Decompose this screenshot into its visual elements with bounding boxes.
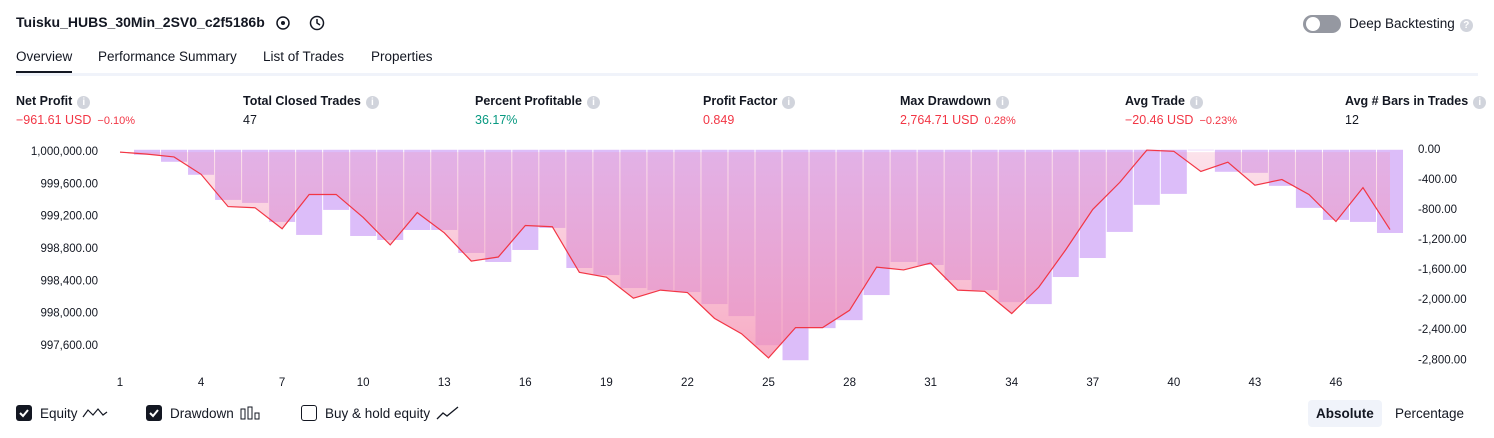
y-tick-label: 998,000.00 xyxy=(40,308,98,320)
option-label: Drawdown xyxy=(170,406,234,421)
tab[interactable]: Performance Summary xyxy=(98,49,237,64)
metric-label: Total Closed Trades xyxy=(243,94,361,108)
drawdown-bar xyxy=(1187,149,1214,151)
option-label: Buy & hold equity xyxy=(325,406,431,421)
x-tick-label: 46 xyxy=(1330,377,1343,389)
metric-label: Percent Profitable xyxy=(475,94,582,108)
value: −961.61 USD xyxy=(16,113,92,127)
x-tick-label: 43 xyxy=(1248,377,1261,389)
equity-line xyxy=(119,149,1391,359)
info-icon[interactable]: i xyxy=(996,96,1009,109)
x-tick-label: 22 xyxy=(681,377,694,389)
metric-label: Max Drawdown xyxy=(900,94,991,108)
x-tick-label: 40 xyxy=(1167,377,1180,389)
y-tick-label: 998,800.00 xyxy=(40,243,98,255)
strategy-title: Tuisku_HUBS_30Min_2SV0_c2f5186b xyxy=(16,14,265,30)
checkbox[interactable] xyxy=(16,405,32,421)
buy-hold-option[interactable]: Buy & hold equity xyxy=(301,405,460,421)
checkbox[interactable] xyxy=(301,405,317,421)
metric-label: Profit Factor xyxy=(703,94,778,108)
toggle-label: Deep Backtesting? xyxy=(1349,16,1473,32)
metric: Avg # Bars in Trades i xyxy=(1345,94,1487,109)
y-tick-label: 997,600.00 xyxy=(40,340,98,352)
y-tick-label: 1,000,000.00 xyxy=(31,146,98,158)
metric: Avg Trade i xyxy=(1125,94,1203,109)
y2-tick-label: -2,400.00 xyxy=(1418,324,1467,336)
metric-value: 47 xyxy=(243,113,257,127)
scale-button[interactable]: Absolute xyxy=(1308,400,1382,427)
y2-tick-label: -1,200.00 xyxy=(1418,234,1467,246)
option-label: Equity xyxy=(40,406,78,421)
info-icon[interactable]: ? xyxy=(1459,19,1473,32)
y2-tick-label: -1,600.00 xyxy=(1418,264,1467,276)
x-tick-label: 16 xyxy=(519,377,532,389)
metric-value: 36.17% xyxy=(475,113,518,127)
metric-value: 12 xyxy=(1345,113,1359,127)
value: −20.46 USD xyxy=(1125,113,1194,127)
x-tick-label: 13 xyxy=(438,377,451,389)
metric-label: Avg # Bars in Trades xyxy=(1345,94,1469,108)
y2-tick-label: -400.00 xyxy=(1418,174,1457,186)
equity-option[interactable]: Equity xyxy=(16,405,108,421)
metric-value: 0.849 xyxy=(703,113,735,127)
change: −0.23% xyxy=(1199,115,1238,127)
title-icons xyxy=(276,15,325,31)
tab[interactable]: Overview xyxy=(16,49,73,73)
metric-value: 2,764.71 USD 0.28% xyxy=(900,113,1016,127)
chart: 1,000,000.00 999,600.00 999,200.00 998,800.… xyxy=(31,144,1467,389)
separator xyxy=(16,73,1478,76)
drawdown-option[interactable]: Drawdown xyxy=(146,405,262,421)
value: 2,764.71 USD xyxy=(900,113,979,127)
x-tick-label: 37 xyxy=(1086,377,1099,389)
y2-tick-label: -2,800.00 xyxy=(1418,354,1467,366)
x-tick-label: 1 xyxy=(117,377,123,389)
checkbox[interactable] xyxy=(146,405,162,421)
y-tick-label: 999,200.00 xyxy=(40,211,98,223)
y2-tick-label: -2,000.00 xyxy=(1418,294,1467,306)
toggle-text: Deep Backtesting xyxy=(1349,16,1455,31)
x-tick-label: 7 xyxy=(279,377,285,389)
metric: Net Profit i xyxy=(16,94,91,109)
info-icon[interactable]: i xyxy=(77,96,91,109)
y2-tick-label: -800.00 xyxy=(1418,204,1457,216)
tab[interactable]: List of Trades xyxy=(263,49,345,64)
x-tick-label: 4 xyxy=(198,377,205,389)
info-icon[interactable]: i xyxy=(365,96,379,109)
x-tick-label: 34 xyxy=(1005,377,1018,389)
x-tick-label: 10 xyxy=(357,377,370,389)
info-icon[interactable]: i xyxy=(782,96,796,109)
metric-value: −961.61 USD −0.10% xyxy=(16,113,135,127)
metric: Percent Profitable i xyxy=(475,94,600,109)
metric: Max Drawdown i xyxy=(900,94,1009,109)
x-tick-label: 19 xyxy=(600,377,613,389)
metric: Total Closed Trades i xyxy=(243,94,379,109)
info-icon[interactable]: i xyxy=(1189,96,1203,109)
metric-label: Net Profit xyxy=(16,94,73,108)
info-icon[interactable]: i xyxy=(586,96,600,109)
equity-area xyxy=(120,150,1390,358)
tab[interactable]: Properties xyxy=(371,49,433,64)
x-tick-label: 25 xyxy=(762,377,775,389)
info-icon[interactable]: i xyxy=(1473,96,1487,109)
y-tick-label: 998,400.00 xyxy=(40,275,98,287)
x-tick-label: 28 xyxy=(843,377,856,389)
metric: Profit Factor i xyxy=(703,94,796,109)
y2-tick-label: 0.00 xyxy=(1418,144,1440,156)
metric-label: Avg Trade xyxy=(1125,94,1185,108)
y-tick-label: 999,600.00 xyxy=(40,178,98,190)
toggle[interactable] xyxy=(1303,14,1341,34)
scale-button[interactable]: Percentage xyxy=(1395,406,1465,421)
change: −0.10% xyxy=(97,115,136,127)
change: 0.28% xyxy=(984,115,1016,127)
x-tick-label: 31 xyxy=(924,377,937,389)
metric-value: −20.46 USD −0.23% xyxy=(1125,113,1237,127)
